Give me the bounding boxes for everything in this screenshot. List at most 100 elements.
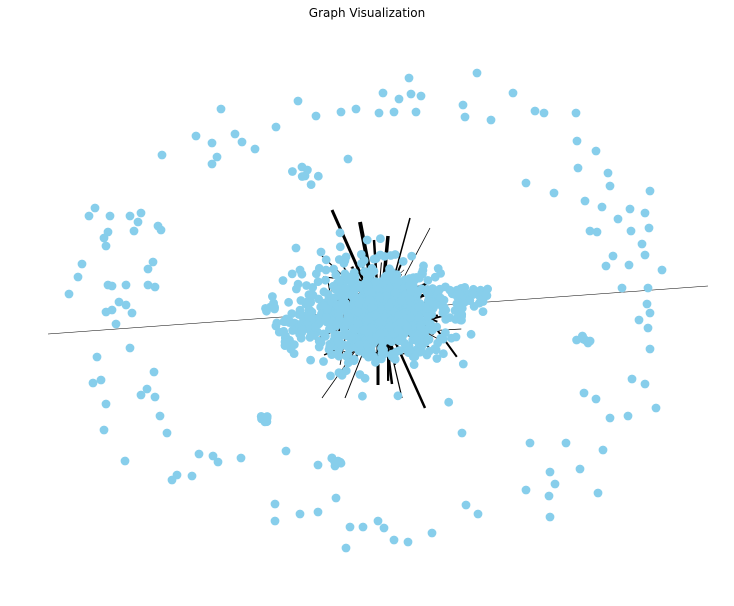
graph-node <box>136 208 146 218</box>
graph-node <box>349 356 359 366</box>
graph-node <box>397 296 406 306</box>
graph-node <box>591 394 601 404</box>
graph-node <box>288 167 297 176</box>
graph-node <box>430 272 440 282</box>
graph-node <box>268 292 277 301</box>
graph-node <box>390 288 400 297</box>
graph-node <box>605 413 615 423</box>
graph-node <box>64 289 74 299</box>
graph-node <box>136 390 146 400</box>
graph-node <box>127 308 137 318</box>
graph-node <box>77 259 87 269</box>
graph-node <box>625 204 635 214</box>
node-layer <box>64 68 667 553</box>
graph-node <box>572 136 582 146</box>
graph-node <box>191 131 201 141</box>
graph-node <box>642 299 652 309</box>
graph-node <box>398 257 408 266</box>
graph-node <box>133 217 143 227</box>
graph-node <box>340 330 350 340</box>
graph-node <box>423 312 433 321</box>
graph-node <box>111 319 121 329</box>
graph-node <box>644 223 654 233</box>
graph-node <box>406 286 416 296</box>
graph-node <box>314 342 324 352</box>
graph-node <box>270 499 280 509</box>
graph-node <box>347 332 356 341</box>
graph-node <box>395 346 405 355</box>
graph-node <box>314 263 324 273</box>
graph-node <box>343 274 353 283</box>
graph-node <box>640 250 650 260</box>
graph-node <box>406 313 415 322</box>
graph-node <box>375 329 385 338</box>
graph-node <box>313 507 323 517</box>
graph-node <box>281 446 291 456</box>
graph-node <box>634 315 644 325</box>
graph-node <box>366 323 376 333</box>
graph-node <box>384 302 394 311</box>
graph-node <box>207 159 217 169</box>
graph-node <box>381 291 391 301</box>
graph-node <box>342 351 351 361</box>
graph-node <box>623 411 633 421</box>
graph-node <box>297 310 307 320</box>
graph-node <box>645 308 655 318</box>
graph-node <box>142 384 152 394</box>
graph-node <box>637 239 647 249</box>
graph-node <box>306 355 315 365</box>
graph-node <box>444 397 454 407</box>
graph-node <box>411 335 421 345</box>
graph-node <box>256 412 266 421</box>
graph-node <box>295 509 305 519</box>
graph-node <box>591 146 601 156</box>
graph-node <box>452 299 462 309</box>
graph-node <box>411 107 421 117</box>
graph-node <box>292 284 301 294</box>
graph-node <box>597 202 607 212</box>
graph-node <box>156 225 166 235</box>
graph-node <box>363 314 373 324</box>
graph-node <box>375 292 384 302</box>
graph-node <box>605 181 615 191</box>
graph-node <box>270 516 280 526</box>
graph-node <box>358 522 368 532</box>
graph-node <box>407 251 417 261</box>
graph-node <box>389 535 399 545</box>
graph-node <box>403 537 413 547</box>
graph-node <box>593 488 603 498</box>
graph-node <box>107 281 117 291</box>
graph-node <box>457 315 466 325</box>
graph-node <box>336 107 346 117</box>
graph-node <box>325 324 334 334</box>
graph-node <box>351 104 361 114</box>
graph-node <box>469 302 479 311</box>
graph-node <box>601 261 611 271</box>
graph-node <box>640 379 650 389</box>
graph-node <box>367 264 377 273</box>
graph-node <box>375 318 385 327</box>
graph-node <box>187 471 197 481</box>
graph-node <box>326 371 335 381</box>
graph-node <box>450 306 460 315</box>
graph-node <box>216 104 226 114</box>
graph-node <box>416 91 426 101</box>
graph-node <box>362 235 372 245</box>
graph-node <box>363 347 373 357</box>
graph-node <box>385 322 395 332</box>
graph-node <box>379 523 389 533</box>
graph-node <box>645 344 655 354</box>
graph-node <box>627 374 637 384</box>
graph-node <box>114 297 124 307</box>
graph-node <box>355 280 365 290</box>
graph-node <box>539 108 549 118</box>
graph-node <box>321 331 330 341</box>
graph-node <box>545 512 555 522</box>
graph-node <box>306 331 316 340</box>
graph-node <box>486 115 496 125</box>
graph-node <box>404 73 414 83</box>
graph-node <box>561 438 571 448</box>
graph-node <box>585 226 595 236</box>
graph-node <box>279 326 289 336</box>
